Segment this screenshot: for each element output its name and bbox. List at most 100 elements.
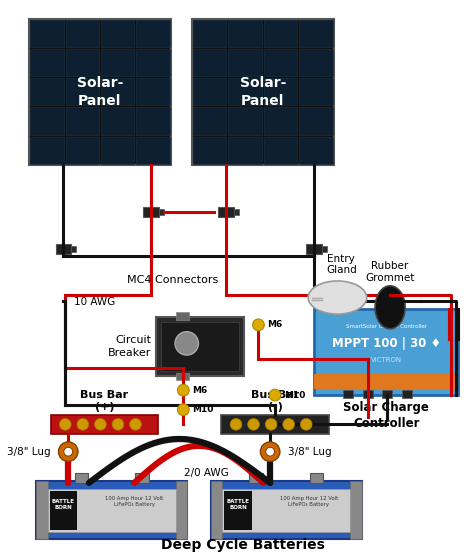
Bar — [29, 18, 171, 165]
Bar — [30, 20, 64, 47]
Text: Deep Cycle Batteries: Deep Cycle Batteries — [161, 538, 325, 552]
Text: Solar-
Panel: Solar- Panel — [77, 75, 123, 108]
Text: BATTLE
BORN: BATTLE BORN — [52, 499, 75, 510]
Circle shape — [230, 419, 242, 430]
Circle shape — [94, 419, 106, 430]
Text: BATTLE
BORN: BATTLE BORN — [227, 499, 249, 510]
Bar — [65, 136, 99, 164]
Bar — [299, 136, 333, 164]
Bar — [375, 320, 405, 326]
Circle shape — [77, 419, 89, 430]
Circle shape — [58, 442, 78, 461]
Text: 10 AWG: 10 AWG — [74, 297, 115, 307]
Bar — [299, 20, 333, 47]
Bar — [193, 78, 227, 106]
Bar — [314, 373, 458, 389]
Circle shape — [269, 389, 281, 401]
Ellipse shape — [308, 281, 367, 314]
Ellipse shape — [375, 286, 405, 329]
Bar — [193, 49, 227, 76]
Text: Circuit
Breaker: Circuit Breaker — [108, 335, 151, 358]
Circle shape — [266, 447, 274, 456]
Circle shape — [59, 419, 71, 430]
Text: VICTRON: VICTRON — [371, 357, 402, 363]
Text: 3/8" Lug: 3/8" Lug — [7, 447, 51, 457]
Bar — [343, 390, 353, 398]
Bar — [193, 107, 227, 135]
Bar — [36, 481, 48, 539]
Bar — [175, 373, 189, 381]
Text: Solar-
Panel: Solar- Panel — [240, 75, 286, 108]
Bar — [299, 49, 333, 76]
Bar — [65, 49, 99, 76]
Circle shape — [177, 404, 189, 415]
Bar — [228, 136, 262, 164]
Bar — [65, 107, 99, 135]
Bar — [210, 481, 222, 539]
Bar — [30, 49, 64, 76]
Circle shape — [248, 419, 259, 430]
Bar — [234, 209, 239, 215]
Bar — [30, 136, 64, 164]
Bar — [136, 49, 170, 76]
Bar — [135, 473, 149, 483]
Bar — [51, 415, 158, 434]
Bar — [136, 136, 170, 164]
Bar — [228, 107, 262, 135]
Bar — [228, 49, 262, 76]
Bar — [192, 18, 334, 165]
Text: SmartSolar Charge Controller: SmartSolar Charge Controller — [346, 324, 427, 329]
Circle shape — [301, 419, 312, 430]
Text: M6: M6 — [192, 386, 207, 395]
Bar — [228, 78, 262, 106]
Bar — [264, 78, 297, 106]
Bar — [71, 246, 76, 252]
Bar — [101, 49, 134, 76]
Text: MPPT 100 | 30 ♦: MPPT 100 | 30 ♦ — [332, 337, 441, 350]
Bar — [55, 244, 71, 254]
Text: Entry
Gland: Entry Gland — [326, 254, 357, 275]
Bar — [299, 78, 333, 106]
Text: Rubber
Grommet: Rubber Grommet — [365, 260, 415, 283]
Text: Bus Bar
(-): Bus Bar (-) — [251, 390, 299, 411]
Bar — [264, 49, 297, 76]
Bar — [101, 20, 134, 47]
Bar — [310, 473, 323, 483]
Circle shape — [64, 447, 73, 456]
Bar — [143, 207, 159, 216]
Text: 100 Amp Hour 12 Volt
LiFePO₄ Battery: 100 Amp Hour 12 Volt LiFePO₄ Battery — [105, 496, 164, 507]
Bar — [101, 78, 134, 106]
Text: 3/8" Lug: 3/8" Lug — [288, 447, 331, 457]
Bar — [175, 481, 187, 539]
Bar — [350, 481, 362, 539]
Bar — [249, 473, 263, 483]
Text: 2/0 AWG: 2/0 AWG — [184, 468, 229, 478]
Bar — [50, 491, 77, 530]
Bar — [228, 20, 262, 47]
Text: Solar Charge
Controller: Solar Charge Controller — [343, 401, 429, 430]
Bar — [264, 107, 297, 135]
Circle shape — [260, 442, 280, 461]
Bar — [363, 390, 373, 398]
Circle shape — [177, 385, 189, 396]
Text: M10: M10 — [284, 391, 305, 400]
Bar — [383, 390, 392, 398]
Bar — [210, 481, 362, 539]
Circle shape — [253, 319, 264, 331]
Bar — [101, 107, 134, 135]
Text: Bus Bar
(+): Bus Bar (+) — [80, 390, 128, 411]
Circle shape — [130, 419, 141, 430]
Bar — [136, 20, 170, 47]
Bar — [136, 107, 170, 135]
Bar — [156, 317, 244, 376]
Bar — [74, 473, 88, 483]
Bar — [65, 78, 99, 106]
Bar — [221, 415, 328, 434]
Circle shape — [283, 419, 294, 430]
Bar — [222, 489, 350, 532]
Bar — [306, 244, 322, 254]
Bar — [136, 78, 170, 106]
Circle shape — [175, 331, 199, 355]
Bar — [402, 390, 411, 398]
Bar — [193, 20, 227, 47]
